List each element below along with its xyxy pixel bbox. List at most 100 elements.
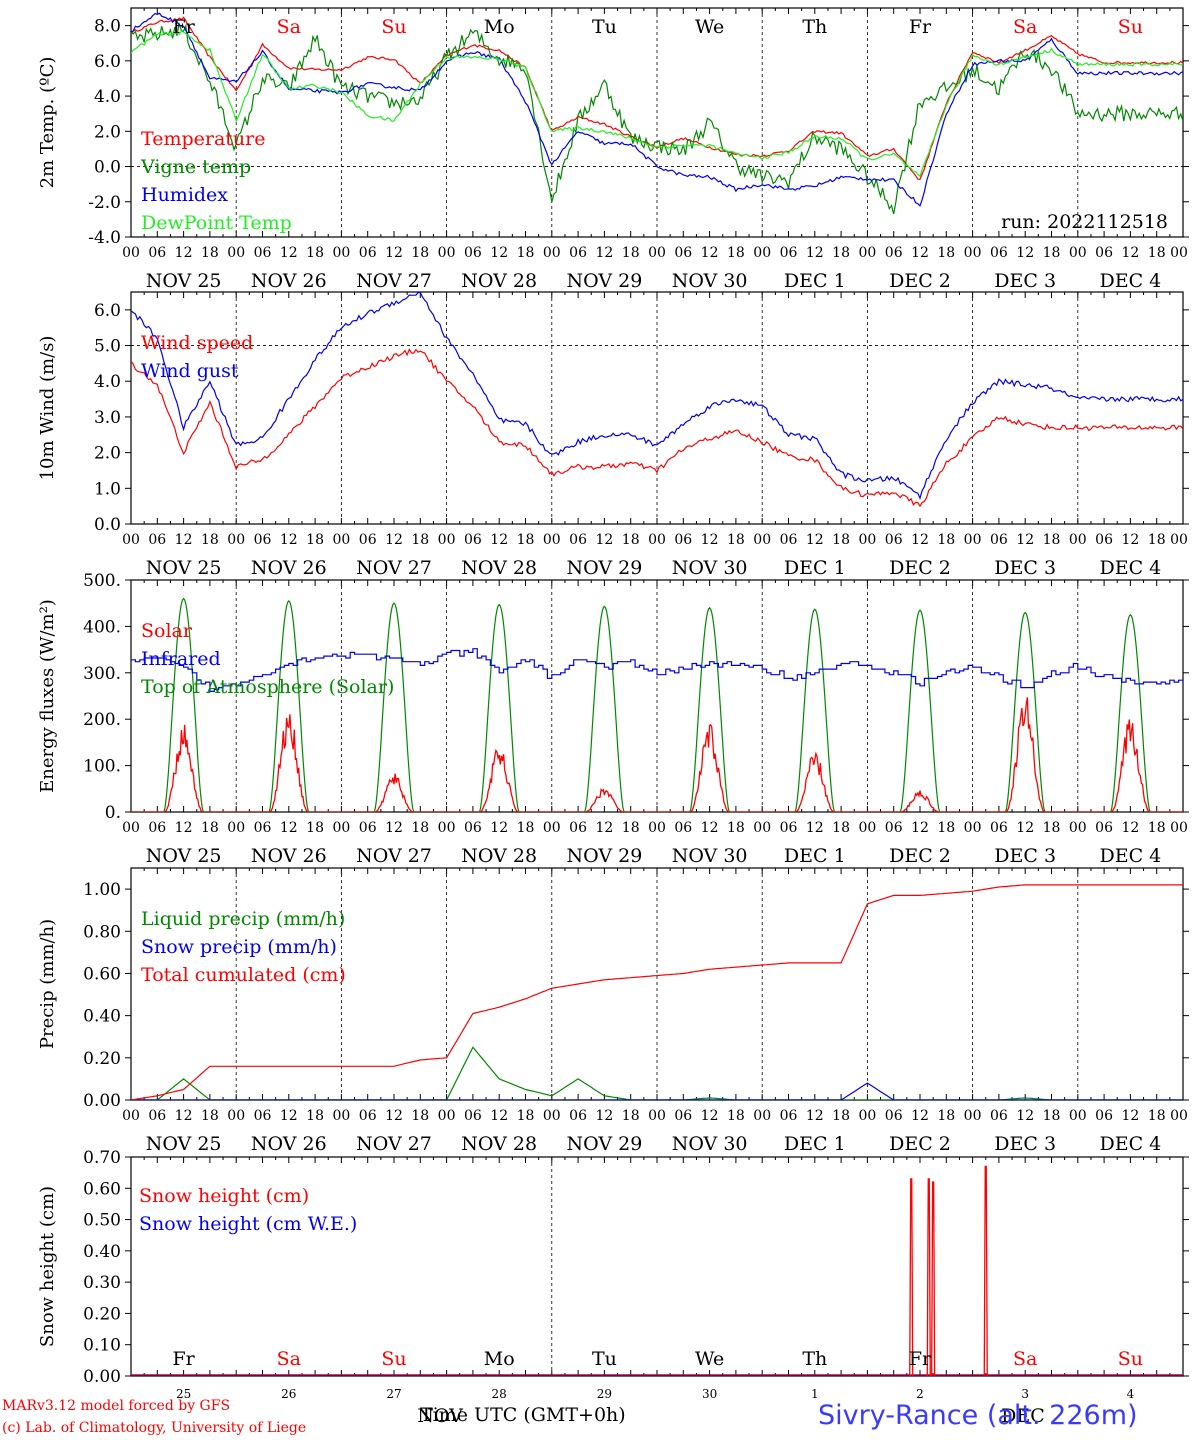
y-tick-label: 2.0 — [94, 444, 121, 464]
weekday-label: Sa — [277, 1348, 301, 1370]
x-hour-label: 18 — [201, 820, 219, 836]
x-hour-label: 12 — [385, 1108, 403, 1124]
x-hour-label: 12 — [175, 1108, 193, 1124]
y-tick-label: 6.0 — [94, 301, 121, 321]
x-day-label: NOV 29 — [566, 557, 642, 579]
y-tick-label: 0.80 — [83, 922, 121, 942]
x-day-label: NOV 26 — [251, 1133, 327, 1155]
x-day-label: DEC 2 — [889, 845, 951, 867]
y-tick-label: 0.10 — [83, 1336, 121, 1356]
x-hour-label: 00 — [122, 532, 140, 548]
weekday-label: We — [695, 1348, 724, 1370]
y-tick-label: 500. — [83, 571, 121, 591]
x-hour-label: 00 — [438, 532, 456, 548]
x-day-label: NOV 27 — [356, 270, 432, 292]
weekday-label: Mo — [484, 16, 515, 38]
y-tick-label: 0.30 — [83, 1273, 121, 1293]
bottom-day-number: 30 — [702, 1387, 717, 1401]
x-hour-label: 12 — [175, 820, 193, 836]
x-hour-label: 18 — [517, 1108, 535, 1124]
x-hour-label: 06 — [254, 532, 272, 548]
x-hour-label: 06 — [990, 1108, 1008, 1124]
x-hour-label: 06 — [780, 245, 798, 261]
x-hour-label: 00 — [122, 820, 140, 836]
x-hour-label: 12 — [385, 245, 403, 261]
x-hour-label: 00 — [332, 820, 350, 836]
y-tick-label: 0.0 — [94, 158, 121, 178]
series-group — [131, 884, 1183, 1100]
x-hour-label: 06 — [990, 245, 1008, 261]
x-hour-label: 12 — [701, 532, 719, 548]
legend-vigne-temp: Vigne temp — [140, 156, 251, 178]
x-hour-label: 00 — [543, 532, 561, 548]
x-hour-label: 00 — [543, 1108, 561, 1124]
x-hour-label: 18 — [1043, 1108, 1061, 1124]
series-line-solar — [131, 697, 1183, 812]
x-hour-label: 18 — [622, 1108, 640, 1124]
x-day-label: DEC 1 — [784, 1133, 846, 1155]
x-hour-label: 12 — [1121, 820, 1139, 836]
x-day-label: DEC 1 — [784, 270, 846, 292]
x-hour-label: 12 — [701, 1108, 719, 1124]
x-hour-label: 06 — [885, 245, 903, 261]
month-label: NOV — [417, 1405, 463, 1427]
x-day-label: DEC 1 — [784, 845, 846, 867]
x-hour-label: 00 — [1170, 1108, 1188, 1124]
y-axis-label: 10m Wind (m/s) — [37, 336, 58, 481]
x-hour-label: 06 — [148, 245, 166, 261]
x-hour-label: 00 — [648, 245, 666, 261]
legend-dewpoint-temp: DewPoint Temp — [141, 212, 292, 234]
x-hour-label: 00 — [753, 532, 771, 548]
x-hour-label: 00 — [332, 1108, 350, 1124]
x-hour-label: 18 — [201, 1108, 219, 1124]
x-day-label: NOV 25 — [146, 270, 222, 292]
legend-liquid-precip-mm-h-: Liquid precip (mm/h) — [141, 908, 345, 930]
x-hour-label: 18 — [517, 532, 535, 548]
x-hour-label: 12 — [175, 245, 193, 261]
weekday-label: Su — [1118, 16, 1143, 38]
x-hour-label: 12 — [490, 532, 508, 548]
x-hour-label: 12 — [595, 245, 613, 261]
x-day-label: NOV 29 — [566, 270, 642, 292]
bottom-day-number: 28 — [492, 1387, 507, 1401]
x-hour-label: 18 — [201, 245, 219, 261]
x-hour-label: 00 — [227, 245, 245, 261]
y-tick-label: 0.20 — [83, 1049, 121, 1069]
x-day-label: DEC 3 — [994, 557, 1056, 579]
x-hour-label: 00 — [438, 1108, 456, 1124]
snow-height-spike — [926, 1178, 931, 1376]
x-hour-label: 00 — [543, 820, 561, 836]
x-hour-label: 18 — [306, 1108, 324, 1124]
x-hour-label: 06 — [359, 820, 377, 836]
y-tick-label: 6.0 — [94, 52, 121, 72]
snow-height-spike — [983, 1165, 988, 1376]
x-hour-label: 00 — [858, 1108, 876, 1124]
bottom-day-number: 4 — [1127, 1387, 1135, 1401]
x-day-label: NOV 29 — [566, 845, 642, 867]
y-tick-label: 0.60 — [83, 964, 121, 984]
x-day-label: NOV 28 — [461, 1133, 537, 1155]
x-hour-label: 18 — [306, 245, 324, 261]
x-day-label: DEC 3 — [994, 1133, 1056, 1155]
x-hour-label: 00 — [1069, 1108, 1087, 1124]
x-hour-label: 12 — [806, 532, 824, 548]
x-day-label: NOV 26 — [251, 845, 327, 867]
series-line-wind-gust — [131, 292, 1183, 500]
x-hour-label: 00 — [858, 820, 876, 836]
time-axis-label: Time UTC (GMT+0h) — [420, 1404, 626, 1426]
x-hour-label: 18 — [937, 245, 955, 261]
series-group — [131, 292, 1183, 508]
x-hour-label: 18 — [411, 245, 429, 261]
y-axis-label: Energy fluxes (W/m²) — [37, 599, 58, 793]
x-hour-label: 06 — [569, 820, 587, 836]
legend-snow-height-cm-: Snow height (cm) — [139, 1185, 309, 1207]
weekday-label: Su — [381, 1348, 406, 1370]
series-line-total-cumulated-cm- — [131, 884, 1183, 1100]
x-hour-label: 12 — [490, 820, 508, 836]
y-tick-label: 0.50 — [83, 1211, 121, 1231]
x-day-label: DEC 1 — [784, 557, 846, 579]
x-hour-label: 00 — [438, 245, 456, 261]
x-hour-label: 12 — [1016, 1108, 1034, 1124]
series-line-vigne-temp — [131, 23, 1183, 215]
x-hour-label: 00 — [227, 820, 245, 836]
